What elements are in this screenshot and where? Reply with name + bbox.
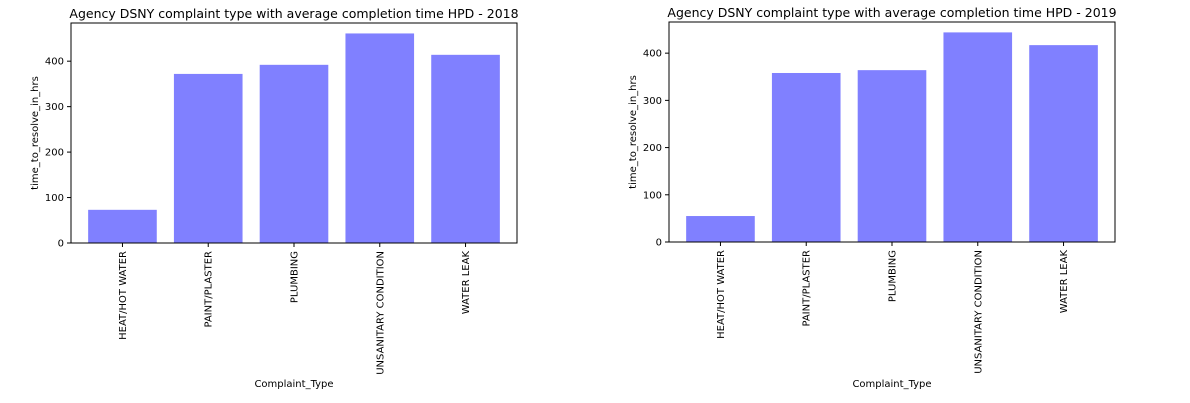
- x-tick-label: PLUMBING: [888, 250, 899, 302]
- x-tick-label: WATER LEAK: [1059, 250, 1070, 314]
- x-tick-label: PAINT/PLASTER: [802, 250, 813, 327]
- x-tick-label: PAINT/PLASTER: [204, 251, 215, 328]
- chart-panel-0: 0 100 200 300 400 HEAT/HOT WATER PAINT/PLASTER…: [30, 6, 519, 390]
- y-tick-label: 300: [45, 102, 64, 113]
- x-tick-label: UNSANITARY CONDITION: [375, 251, 386, 375]
- x-tick-label: UNSANITARY CONDITION: [973, 250, 984, 374]
- y-tick-label: 400: [643, 49, 662, 60]
- x-axis-label: Complaint_Type: [852, 379, 931, 390]
- y-tick-label: 300: [643, 96, 662, 107]
- bar: [345, 33, 415, 244]
- bar: [943, 32, 1013, 242]
- bar: [173, 73, 243, 243]
- bar: [686, 216, 755, 242]
- bar: [431, 54, 500, 243]
- y-tick-label: 200: [643, 143, 662, 154]
- x-tick-label: HEAT/HOT WATER: [716, 250, 727, 339]
- y-axis-label: time_to_resolve_in_hrs: [628, 75, 639, 189]
- y-axis-label: time_to_resolve_in_hrs: [30, 76, 41, 190]
- bar: [259, 64, 329, 243]
- y-tick-label: 100: [45, 193, 64, 204]
- y-tick-label: 200: [45, 148, 64, 159]
- y-tick-label: 400: [45, 57, 64, 68]
- y-tick-label: 0: [656, 238, 662, 249]
- bar: [771, 72, 841, 243]
- x-tick-label: WATER LEAK: [461, 251, 472, 315]
- bar: [857, 70, 927, 243]
- y-tick-label: 100: [643, 190, 662, 201]
- bar: [1029, 45, 1098, 242]
- chart-title: Agency DSNY complaint type with average …: [69, 6, 518, 21]
- chart-panel-1: 0 100 200 300 400 HEAT/HOT WATER PAINT/PLASTER…: [628, 5, 1117, 390]
- x-axis-label: Complaint_Type: [254, 379, 333, 390]
- x-tick-label: HEAT/HOT WATER: [118, 251, 129, 340]
- x-tick-label: PLUMBING: [290, 251, 301, 303]
- chart-title: Agency DSNY complaint type with average …: [667, 5, 1116, 20]
- bar: [88, 209, 157, 243]
- y-tick-label: 0: [58, 239, 64, 250]
